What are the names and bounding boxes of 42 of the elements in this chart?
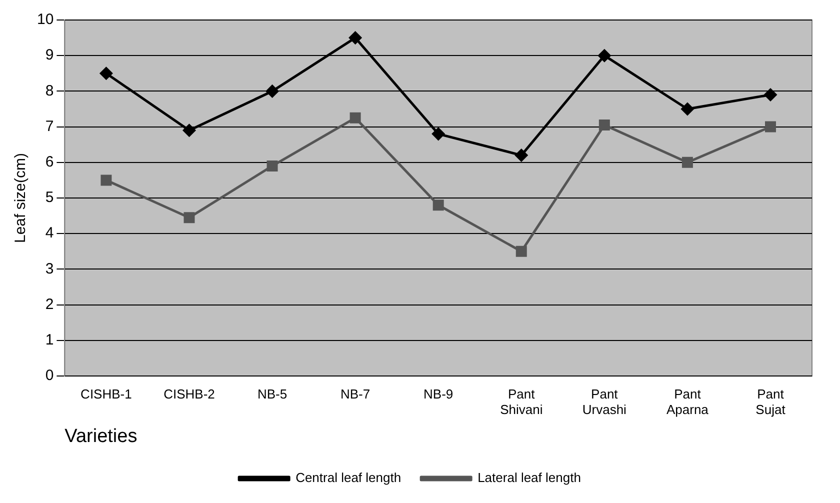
x-tick-label: Pant Aparna [666,386,710,417]
point [598,49,611,62]
point [266,160,278,172]
point [764,121,776,132]
point [598,120,610,131]
x-tick-label: NB-5 [257,386,288,402]
x-tick-label: CISHB-2 [164,386,215,402]
point [432,128,445,140]
point [100,174,112,186]
y-tick-label: 2 [45,296,54,313]
y-tick-label: 8 [45,82,54,100]
x-tick-label: Pant Urvashi [582,386,627,417]
y-tick-label: 0 [45,367,54,384]
point [681,102,694,116]
point [516,246,527,257]
legend-label: Central leaf length [296,470,402,486]
point [100,67,112,80]
x-tick-label: NB-7 [340,386,370,402]
point [184,212,195,224]
y-tick-label: 6 [45,154,54,171]
point [764,88,777,102]
point [515,149,528,162]
point [349,32,362,44]
y-axis-title: Leaf size(cm) [12,152,30,244]
x-tick-label: Pant Sujat [756,386,786,417]
x-axis-title: Varieties [64,426,138,447]
y-tick-label: 10 [36,11,54,28]
y-tick-label: 5 [45,189,54,206]
x-tick-label: NB-9 [424,386,454,402]
y-tick-label: 3 [45,260,54,278]
point [350,112,361,124]
point [432,200,444,211]
legend-label: Lateral leaf length [478,470,581,486]
point [266,84,279,98]
y-tick-label: 1 [45,332,54,349]
point [682,156,693,168]
y-tick-label: 9 [45,46,54,64]
y-tick-label: 4 [45,224,54,242]
x-tick-label: Pant Shivani [500,386,543,417]
x-tick-label: CISHB-1 [80,386,132,402]
point [182,124,196,137]
y-tick-label: 7 [45,118,54,135]
